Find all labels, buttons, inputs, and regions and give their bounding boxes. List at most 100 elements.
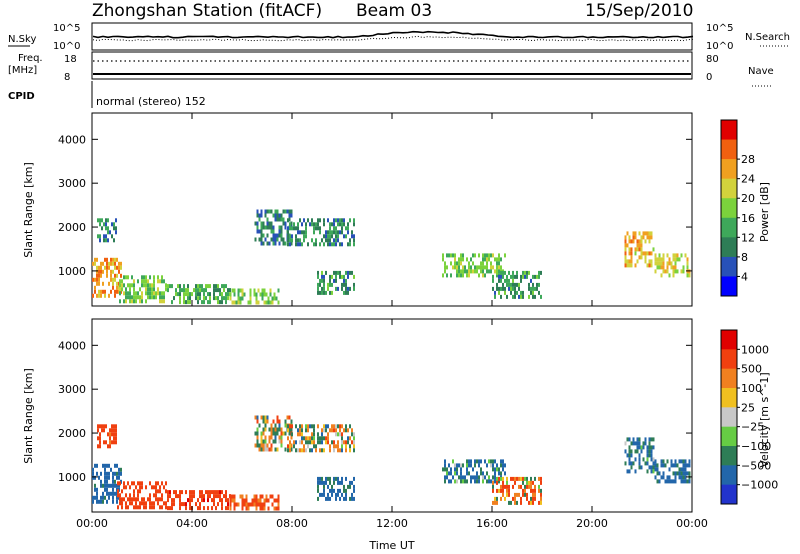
range-cell: [245, 498, 248, 503]
range-cell: [458, 273, 460, 278]
range-cell: [640, 445, 643, 450]
range-cell: [259, 502, 262, 507]
range-cell: [270, 229, 273, 234]
range-cell: [496, 500, 498, 505]
range-cell: [512, 278, 514, 283]
range-cell: [520, 496, 522, 501]
range-cell: [268, 439, 271, 444]
range-cell: [100, 471, 102, 476]
range-cell: [104, 483, 106, 488]
range-cell: [468, 269, 470, 274]
range-cell: [341, 424, 343, 429]
range-cell: [153, 287, 155, 292]
range-cell: [540, 294, 542, 299]
colorbar-swatch: [721, 237, 737, 258]
range-cell: [269, 292, 272, 297]
range-cell: [278, 213, 281, 218]
range-cell: [179, 300, 181, 305]
range-cell: [143, 497, 145, 502]
range-cell: [540, 476, 542, 481]
nsearch-top-tick: 10^5: [706, 23, 733, 34]
range-cell: [315, 222, 317, 227]
range-cell: [159, 291, 161, 296]
range-cell: [264, 443, 267, 448]
range-cell: [100, 261, 102, 266]
range-cell: [147, 497, 149, 502]
range-cell: [287, 424, 289, 429]
range-cell: [289, 234, 291, 239]
range-cell: [458, 257, 460, 262]
range-cell: [460, 273, 462, 278]
range-cell: [351, 270, 353, 275]
range-cell: [498, 467, 500, 472]
range-cell: [109, 428, 111, 433]
range-cell: [113, 424, 115, 429]
range-cell: [264, 415, 267, 420]
range-cell: [133, 295, 135, 300]
range-cell: [265, 494, 268, 499]
range-cell: [253, 292, 256, 297]
range-cell: [227, 296, 229, 301]
range-cell: [658, 471, 661, 476]
power-cells: [92, 209, 691, 305]
range-cell: [684, 253, 687, 258]
range-cell: [450, 479, 452, 484]
range-cell: [337, 432, 339, 437]
freq-panel: [91, 51, 693, 80]
range-cell: [349, 436, 351, 441]
range-cell: [672, 479, 675, 484]
range-cell: [259, 506, 262, 511]
range-cell: [339, 222, 341, 227]
range-cell: [193, 490, 195, 495]
range-cell: [173, 296, 175, 301]
range-cell: [634, 231, 637, 236]
range-cell: [502, 282, 504, 287]
range-cell: [678, 471, 681, 476]
range-cell: [286, 209, 289, 214]
range-cell: [516, 270, 518, 275]
range-cell: [129, 493, 131, 498]
range-cell: [183, 288, 185, 293]
range-cell: [112, 285, 114, 290]
range-cell: [343, 496, 345, 501]
range-cell: [670, 463, 673, 468]
range-cell: [117, 493, 119, 498]
range-cell: [92, 499, 94, 504]
range-cell: [219, 288, 221, 293]
range-cell: [203, 506, 205, 511]
range-cell: [108, 491, 110, 496]
range-cell: [442, 257, 444, 262]
range-cell: [323, 222, 325, 227]
range-cell: [163, 291, 165, 296]
range-cell: [502, 480, 504, 485]
range-cell: [337, 480, 339, 485]
range-cell: [185, 490, 187, 495]
range-cell: [532, 286, 534, 291]
range-cell: [307, 218, 309, 223]
range-cell: [268, 209, 271, 214]
range-cell: [112, 269, 114, 274]
range-cell: [207, 284, 209, 289]
range-cell: [149, 275, 151, 280]
range-cell: [684, 463, 687, 468]
range-cell: [347, 440, 349, 445]
range-cell: [264, 213, 267, 218]
range-cell: [444, 459, 446, 464]
range-cell: [470, 257, 472, 262]
range-cell: [494, 257, 496, 262]
range-cell: [274, 241, 277, 246]
range-cell: [272, 237, 275, 242]
range-cell: [658, 479, 661, 484]
range-cell: [131, 283, 133, 288]
range-cell: [151, 295, 153, 300]
date-label: 15/Sep/2010: [585, 1, 693, 21]
range-cell: [213, 288, 215, 293]
range-cell: [119, 299, 121, 304]
range-cell: [271, 494, 274, 499]
range-cell: [141, 481, 143, 486]
range-cell: [151, 287, 153, 292]
range-cell: [245, 502, 248, 507]
range-cell: [115, 432, 117, 437]
range-cell: [650, 449, 653, 454]
